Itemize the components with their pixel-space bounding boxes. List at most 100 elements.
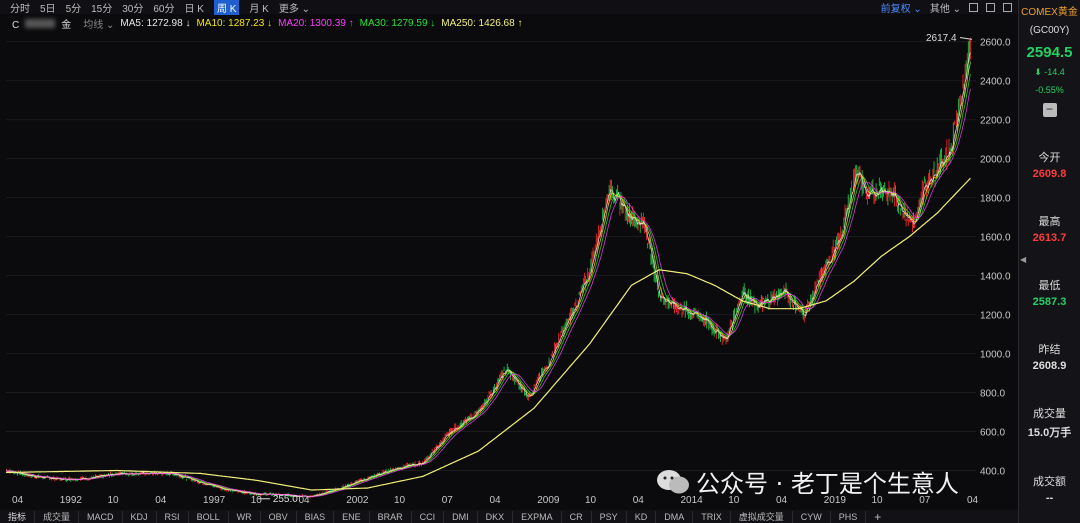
period-daily[interactable]: 日 K	[184, 3, 204, 15]
y-tick-label: 1200.0	[980, 311, 1011, 322]
panel-toggle-icon[interactable]: ◀	[1020, 255, 1027, 264]
fullscreen-icon[interactable]	[1003, 2, 1012, 12]
indicator-tab[interactable]: CR	[562, 510, 592, 523]
prev-settle-label: 昨结	[1038, 344, 1061, 356]
x-tick-label: 10	[394, 495, 406, 506]
y-tick-label: 2400.0	[980, 77, 1011, 88]
period-weekly[interactable]: 周 K	[213, 0, 240, 15]
y-tick-label: 1600.0	[980, 233, 1011, 244]
period-monthly[interactable]: 月 K	[249, 3, 269, 15]
high-value: 2613.7	[1032, 232, 1067, 244]
x-tick-label: 07	[442, 495, 454, 506]
down-arrow-icon: ⬇	[1034, 67, 1042, 77]
open-label: 今开	[1038, 152, 1061, 164]
amount-block: 成交额 --	[1019, 473, 1080, 504]
x-tick-label: 04	[967, 495, 979, 506]
period-60min[interactable]: 60分	[153, 3, 175, 15]
indicator-tab[interactable]: 指标	[0, 510, 36, 523]
low-value: 2587.3	[1032, 296, 1067, 308]
other-dropdown[interactable]: 其他 ⌄	[929, 3, 961, 15]
prev-settle-value: 2608.9	[1032, 360, 1067, 372]
ma20-line	[6, 88, 971, 497]
x-tick-label: 10	[108, 495, 120, 506]
period-15min[interactable]: 15分	[91, 3, 113, 15]
chart-marks	[5, 36, 973, 500]
indicator-tab[interactable]: RSI	[157, 510, 189, 523]
volume-block: 成交量 15.0万手	[1019, 405, 1080, 440]
price-chart[interactable]: 2600.0 2400.0 2200.0 2000.0 1800.0 1600.0 1400…	[0, 32, 1018, 510]
grid-icon[interactable]	[969, 2, 978, 12]
indicator-tab[interactable]: TRIX	[693, 510, 731, 523]
redacted-block	[25, 18, 56, 28]
quote-panel: COMEX黄金 (GC00Y) 2594.5 ⬇ -14.4 -0.55% − …	[1018, 0, 1080, 523]
low-block: 最低 2587.3	[1019, 277, 1080, 308]
high-label: 最高	[1038, 216, 1061, 228]
indicator-tab[interactable]: DKX	[478, 510, 514, 523]
ma10-legend: MA10: 1287.23 ↓	[196, 17, 273, 29]
indicator-tab[interactable]: 虚拟成交量	[731, 510, 793, 523]
watermark-text: 公众号 · 老丁是个生意人	[696, 470, 959, 498]
indicator-tab[interactable]: BRAR	[370, 510, 412, 523]
period-5day[interactable]: 5日	[40, 3, 56, 15]
x-tick-label: 2019	[824, 495, 847, 506]
x-tick-label: 04	[12, 495, 24, 506]
amount-label: 成交额	[1033, 476, 1066, 488]
indicator-tab[interactable]: WR	[229, 510, 261, 523]
period-30min[interactable]: 30分	[122, 3, 144, 15]
wechat-icon	[657, 469, 689, 493]
indicator-tab[interactable]: KD	[627, 510, 657, 523]
period-5min[interactable]: 5分	[65, 3, 82, 15]
ma30-legend: MA30: 1279.59 ↓	[359, 17, 436, 29]
x-tick-label: 04	[776, 495, 788, 506]
x-tick-label: 10	[872, 495, 884, 506]
indicator-tab[interactable]: OBV	[261, 510, 297, 523]
y-axis: 2600.0 2400.0 2200.0 2000.0 1800.0 1600.0 1400…	[980, 38, 1011, 478]
min-price-label: 255.0	[273, 494, 298, 505]
x-tick-label: 10	[585, 495, 597, 506]
ma5-legend: MA5: 1272.98 ↓	[120, 17, 191, 29]
last-price: 2594.5	[1026, 44, 1073, 61]
indicator-tab[interactable]: PSY	[592, 510, 627, 523]
x-tick-label: 04	[633, 495, 645, 506]
volume-label: 成交量	[1033, 408, 1066, 420]
collapse-button[interactable]: −	[1042, 103, 1057, 117]
indicator-tab[interactable]: 成交量	[35, 510, 80, 523]
indicator-bar: 指标 成交量 MACD KDJ RSI BOLL WR OBV BIAS ENE BRAR CCI DM…	[0, 510, 1018, 523]
indicator-tab[interactable]: BIAS	[297, 510, 335, 523]
indicator-tab[interactable]: ENE	[334, 510, 370, 523]
open-value: 2609.8	[1032, 168, 1067, 180]
layout-icon[interactable]	[986, 2, 995, 12]
x-tick-label: 2002	[346, 495, 369, 506]
y-tick-label: 800.0	[980, 389, 1005, 400]
ma-type-dropdown[interactable]: 均线 ⌄	[83, 19, 115, 31]
add-indicator-icon[interactable]: +	[874, 509, 882, 523]
indicator-tab[interactable]: EXPMA	[513, 510, 562, 523]
y-tick-label: 2200.0	[980, 116, 1011, 127]
period-intraday[interactable]: 分时	[10, 3, 30, 15]
ma20-legend: MA20: 1300.39 ↑	[278, 17, 354, 29]
indicator-tab[interactable]: PHS	[831, 510, 867, 523]
ma250-legend: MA250: 1426.68 ↑	[441, 17, 523, 29]
price-change: ⬇ -14.4	[1034, 67, 1065, 77]
x-tick-label: 07	[919, 495, 931, 506]
y-tick-label: 600.0	[980, 428, 1005, 439]
x-axis: 04 1992 10 04 1997 10 04 2002 10 07 04 2009 10 04 2014…	[12, 495, 979, 506]
indicator-tab[interactable]: DMA	[656, 510, 694, 523]
price-change-pct: -0.55%	[1035, 85, 1064, 95]
indicator-tab[interactable]: KDJ	[123, 510, 157, 523]
adjust-dropdown[interactable]: 前复权 ⌄	[880, 3, 922, 15]
indicator-tab[interactable]: CYW	[793, 510, 831, 523]
indicator-tab[interactable]: MACD	[79, 510, 123, 523]
y-tick-label: 1400.0	[980, 272, 1011, 283]
amount-value: --	[1045, 492, 1054, 504]
watermark: 公众号 · 老丁是个生意人	[656, 464, 959, 499]
max-price-label: 2617.4	[926, 33, 957, 44]
x-tick-label: 04	[299, 495, 311, 506]
period-more-dropdown[interactable]: 更多 ⌄	[278, 3, 311, 15]
indicator-tab[interactable]: DMI	[444, 510, 478, 523]
y-tick-label: 1000.0	[980, 350, 1011, 361]
chart-grid	[6, 41, 976, 472]
indicator-tab[interactable]: CCI	[412, 510, 445, 523]
indicator-tab[interactable]: BOLL	[189, 510, 229, 523]
x-tick-label: 04	[490, 495, 502, 506]
